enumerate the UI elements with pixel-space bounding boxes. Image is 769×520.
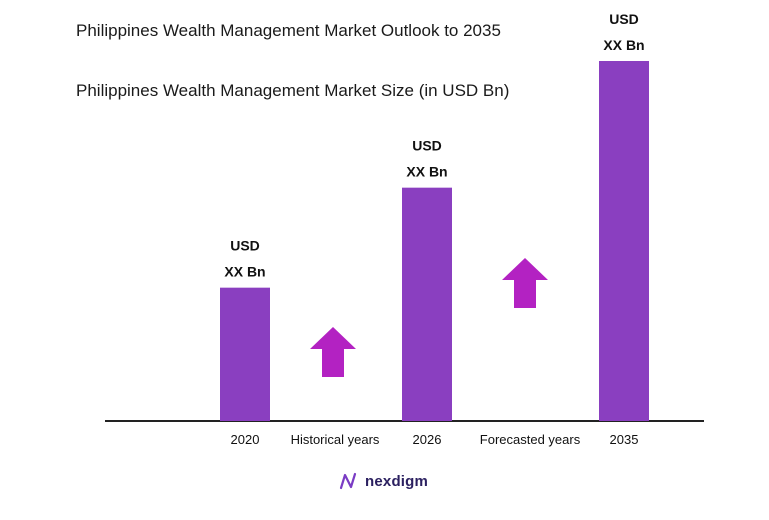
- bar-value-label: USD: [230, 238, 260, 254]
- period-label: Forecasted years: [480, 432, 581, 447]
- bar-value-label: USD: [412, 138, 442, 154]
- chart-title: Philippines Wealth Management Market Siz…: [76, 81, 510, 100]
- x-tick-label: 2035: [610, 432, 639, 447]
- bar-value-label: XX Bn: [406, 164, 447, 180]
- brand-logo: nexdigm: [339, 472, 428, 490]
- growth-arrow-icon: [502, 258, 548, 308]
- bar-2035: [599, 61, 649, 421]
- bar-value-label: XX Bn: [603, 37, 644, 53]
- nexdigm-logo-icon: [339, 472, 357, 490]
- x-tick-label: 2020: [231, 432, 260, 447]
- period-label: Historical years: [291, 432, 380, 447]
- bar-value-label: XX Bn: [224, 264, 265, 280]
- x-tick-label: 2026: [413, 432, 442, 447]
- bar-value-label: USD: [609, 11, 639, 27]
- brand-name: nexdigm: [365, 472, 429, 490]
- page-title: Philippines Wealth Management Market Out…: [76, 21, 501, 40]
- growth-arrow-icon: [310, 327, 356, 377]
- bar-2026: [402, 187, 452, 421]
- bar-2020: [220, 287, 270, 421]
- bar-chart: USD XX Bn 2020 USD XX Bn 2026 USD XX Bn 2035 Hist…: [105, 11, 704, 447]
